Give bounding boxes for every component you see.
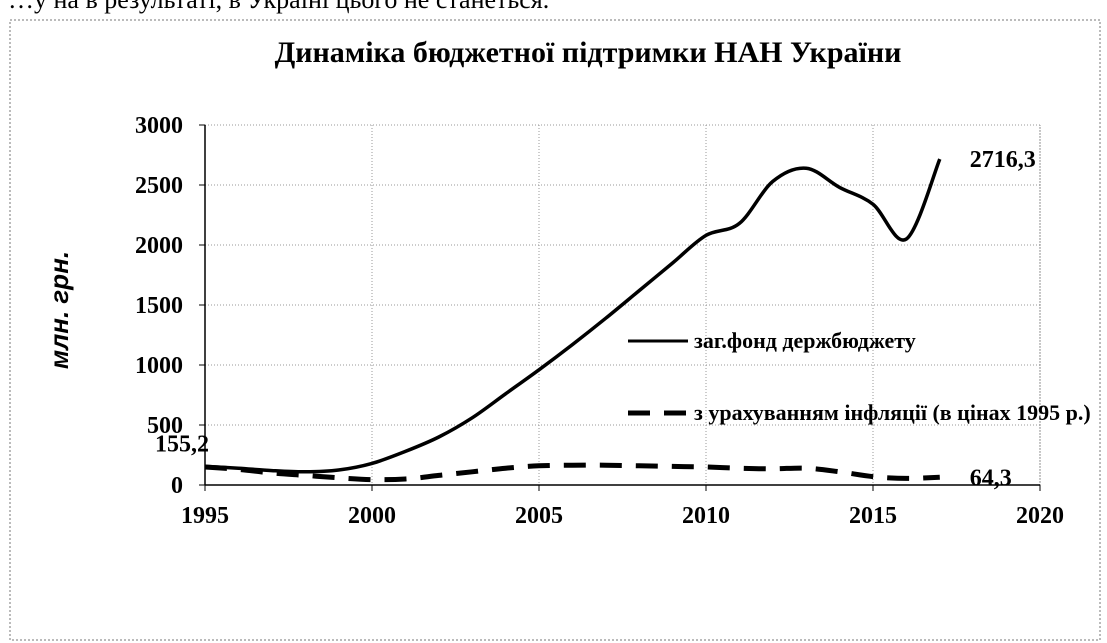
x-tick-label: 2015 <box>849 503 897 529</box>
x-tick-label: 2005 <box>515 503 563 529</box>
legend-item: заг.фонд держбюджету <box>628 328 1107 354</box>
x-tick-label: 2000 <box>348 503 396 529</box>
legend-label: заг.фонд держбюджету <box>694 328 916 353</box>
data-label: 2716,3 <box>970 147 1036 173</box>
data-label: 64,3 <box>970 465 1012 491</box>
x-tick-label: 2020 <box>1016 503 1064 529</box>
legend-label: з урахуванням інфляції (в цінах 1995 р.) <box>694 400 1091 425</box>
y-tick-label: 2500 <box>135 173 183 199</box>
legend-swatch <box>628 339 688 343</box>
x-tick-label: 2010 <box>682 503 730 529</box>
header-text: …у на в результаті, в Україні цього не с… <box>8 0 549 14</box>
chart-title: Динаміка бюджетної підтримки НАН України <box>275 36 902 69</box>
chart-border <box>9 19 1101 641</box>
y-tick-label: 1000 <box>135 353 183 379</box>
series-line <box>204 462 940 483</box>
legend-swatch <box>628 410 688 416</box>
x-tick-label: 1995 <box>181 503 229 529</box>
y-tick-label: 2000 <box>135 233 183 259</box>
legend-item: з урахуванням інфляції (в цінах 1995 р.) <box>628 400 1107 426</box>
series-line <box>204 158 942 474</box>
y-tick-label: 3000 <box>135 113 183 139</box>
y-tick-label: 1500 <box>135 293 183 319</box>
y-tick-label: 0 <box>171 473 183 499</box>
y-tick-label: 500 <box>147 413 183 439</box>
y-axis-label: млн. грн. <box>44 251 74 369</box>
data-label: 155,2 <box>155 431 209 457</box>
